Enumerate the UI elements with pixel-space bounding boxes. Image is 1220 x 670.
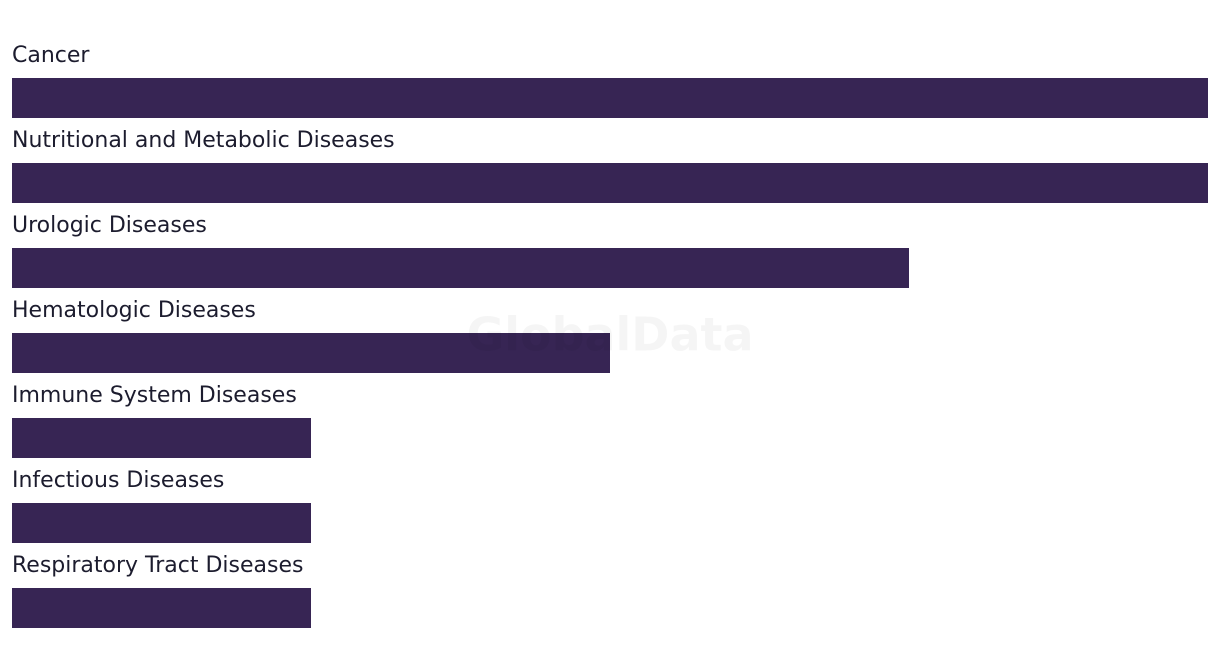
bar (12, 163, 1208, 203)
category-label: Urologic Diseases (12, 213, 207, 238)
category-label: Hematologic Diseases (12, 298, 256, 323)
bar (12, 503, 311, 543)
category-label: Immune System Diseases (12, 383, 297, 408)
bar (12, 588, 311, 628)
bar (12, 333, 610, 373)
category-label: Cancer (12, 43, 90, 68)
category-label: Infectious Diseases (12, 468, 224, 493)
bar (12, 418, 311, 458)
category-label: Nutritional and Metabolic Diseases (12, 128, 395, 153)
category-label: Respiratory Tract Diseases (12, 553, 303, 578)
watermark: GlobalData (466, 308, 753, 362)
bar (12, 248, 909, 288)
bar (12, 78, 1208, 118)
